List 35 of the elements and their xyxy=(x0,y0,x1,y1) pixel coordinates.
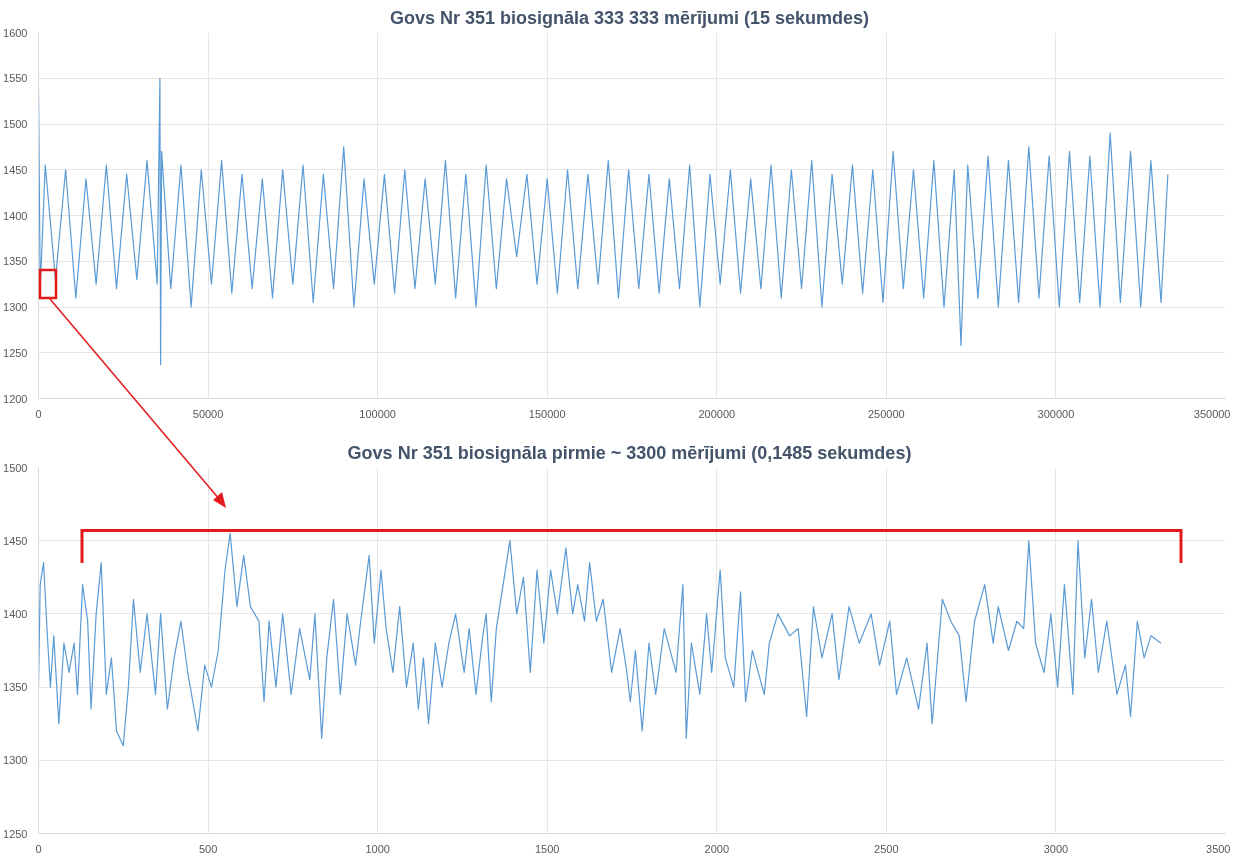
y-tick-label: 1550 xyxy=(3,72,28,85)
y-tick-label: 1350 xyxy=(3,255,28,268)
line-series xyxy=(38,532,1162,747)
x-tick-label: 2500 xyxy=(874,842,899,855)
x-tick-label: 100000 xyxy=(359,407,397,420)
y-tick-label: 1450 xyxy=(3,534,28,547)
x-tick-label: 1500 xyxy=(534,842,560,855)
x-tick-label: 150000 xyxy=(528,407,566,420)
x-tick-label: 200000 xyxy=(698,407,736,420)
y-tick-label: 1350 xyxy=(3,681,28,694)
x-tick-label: 50000 xyxy=(192,407,224,420)
y-tick-label: 1600 xyxy=(3,26,28,39)
y-tick-label: 1250 xyxy=(3,827,28,840)
y-tick-label: 1500 xyxy=(3,461,28,474)
x-tick-label: 350000 xyxy=(1193,407,1231,420)
x-tick-label: 1000 xyxy=(365,842,390,855)
x-tick-label: 0 xyxy=(35,407,42,420)
chart-title: Govs Nr 351 biosignāla pirmie ~ 3300 mērījumi (0,1485 sekumdes) xyxy=(347,442,912,463)
line-series xyxy=(38,77,1169,366)
y-tick-label: 1500 xyxy=(3,118,28,130)
x-tick-label: 300000 xyxy=(1037,407,1075,420)
x-tick-label: 3000 xyxy=(1043,842,1069,855)
y-tick-label: 1250 xyxy=(3,346,28,359)
chart-title: Govs Nr 351 biosignāla 333 333 mērījumi (15 sekumdes) xyxy=(389,7,870,28)
x-tick-label: 0 xyxy=(35,842,42,855)
y-tick-label: 1450 xyxy=(3,163,28,176)
y-tick-label: 1400 xyxy=(3,607,28,620)
y-tick-label: 1200 xyxy=(3,392,28,405)
y-tick-label: 1300 xyxy=(3,301,28,313)
y-tick-label: 1400 xyxy=(3,209,28,222)
x-tick-label: 2000 xyxy=(704,842,730,855)
x-tick-label: 3500 xyxy=(1206,842,1231,855)
x-tick-label: 250000 xyxy=(868,407,905,420)
x-tick-label: 500 xyxy=(198,842,218,855)
y-tick-label: 1300 xyxy=(3,754,28,767)
